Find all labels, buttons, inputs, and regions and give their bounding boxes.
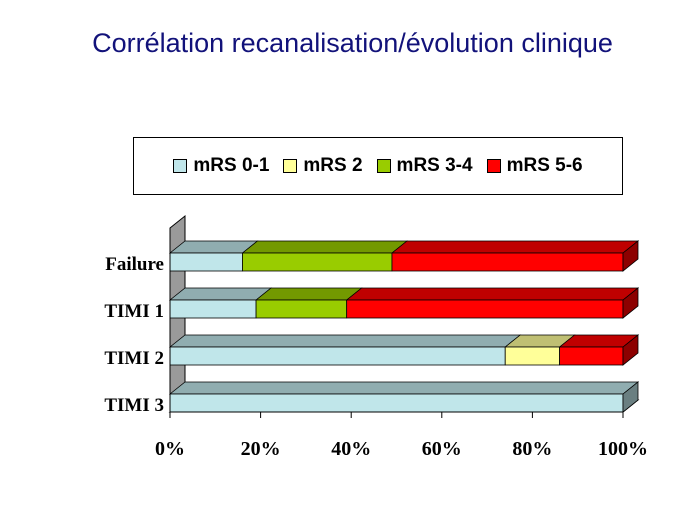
x-tick-label: 60% (422, 438, 462, 460)
x-tick-label: 100% (598, 438, 648, 460)
bar-segment (168, 287, 273, 319)
bar-segment (254, 287, 363, 319)
bar-front-face (169, 252, 243, 272)
legend-item-mrs-0-1: mRS 0-1 (173, 155, 269, 177)
legend-item-mrs-2: mRS 2 (283, 155, 363, 177)
bar-top-face (168, 381, 640, 395)
bar-segment (168, 381, 640, 413)
bar-front-face (504, 346, 560, 366)
category-label: TIMI 3 (104, 395, 164, 416)
bar-segment (168, 334, 522, 366)
x-tick-label: 80% (512, 438, 552, 460)
legend-swatch (283, 159, 298, 173)
bar-front-face (559, 346, 624, 366)
bar-front-face (242, 252, 393, 272)
legend-item-mrs-5-6: mRS 5-6 (486, 155, 583, 177)
bar-end-face (622, 381, 639, 413)
bar-end-face (622, 287, 639, 319)
category-labels: Failure TIMI 1 TIMI 2 TIMI 3 (104, 254, 164, 416)
bar-end-face (622, 334, 639, 366)
bar-segment (168, 240, 259, 272)
bar-front-face (169, 346, 506, 366)
bar-segment (390, 240, 640, 272)
bar-segment (558, 334, 640, 366)
legend-swatch (173, 159, 188, 173)
x-axis-ticks: 0% 20% 40% 60% 80% 100% (155, 228, 648, 460)
bar-top-face (168, 334, 522, 348)
bar-top-face (168, 287, 273, 301)
bar-top-face (345, 287, 640, 301)
bar-top-face (241, 240, 409, 254)
bar-segment (345, 287, 640, 319)
legend-swatch (376, 159, 391, 173)
legend-label: mRS 5-6 (506, 155, 583, 176)
x-tick-label: 0% (155, 438, 185, 460)
legend-item-mrs-3-4: mRS 3-4 (376, 155, 473, 177)
slide-title: Corrélation recanalisation/évolution cli… (92, 28, 613, 58)
bar-top-face (390, 240, 640, 254)
chart-bars (168, 240, 640, 413)
legend-label: mRS 2 (303, 155, 363, 176)
legend-label: mRS 3-4 (396, 155, 473, 176)
category-label: TIMI 1 (104, 301, 164, 322)
legend-swatch (486, 159, 501, 173)
bar-end-face (622, 240, 639, 272)
x-tick-label: 40% (331, 438, 371, 460)
bar-segment (504, 334, 576, 366)
bar-top-face (254, 287, 363, 301)
legend-label: mRS 0-1 (193, 155, 270, 176)
bar-front-face (169, 393, 624, 413)
category-label: TIMI 2 (104, 348, 164, 369)
bar-front-face (255, 299, 348, 319)
chart-legend: mRS 0-1 mRS 2 mRS 3-4 mRS 5-6 (133, 137, 623, 195)
category-label: Failure (105, 254, 164, 275)
bar-front-face (391, 252, 624, 272)
bar-segment (241, 240, 409, 272)
bar-front-face (169, 299, 257, 319)
bar-front-face (346, 299, 624, 319)
x-tick-label: 20% (241, 438, 281, 460)
